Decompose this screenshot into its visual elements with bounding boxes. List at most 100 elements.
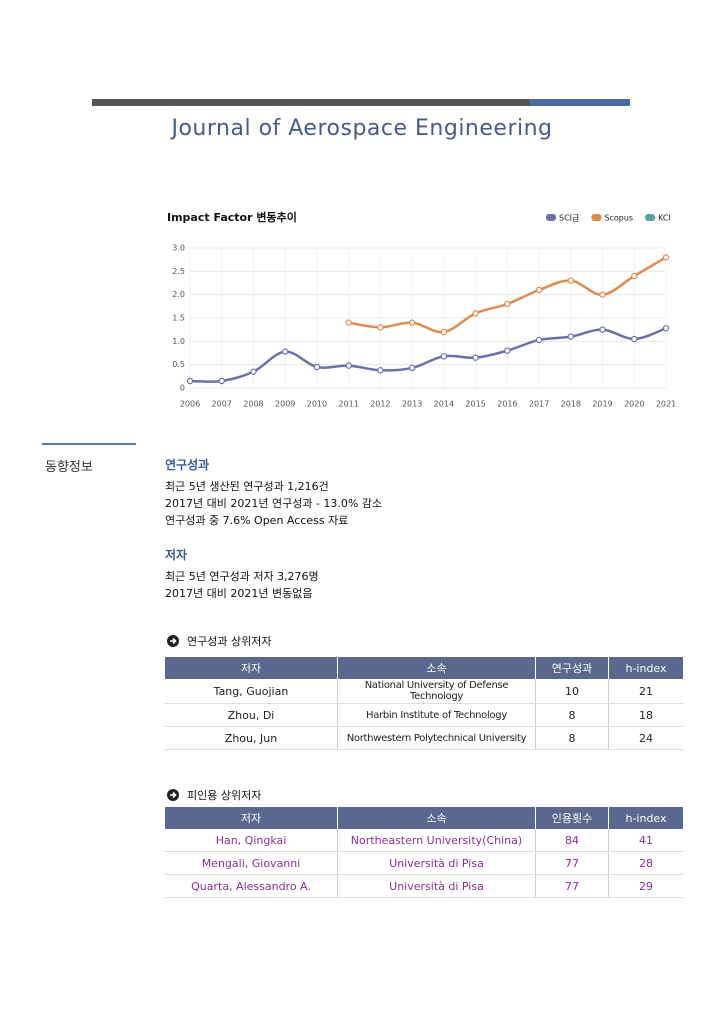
table-cell: 77 [535,874,609,898]
bullet-icon [167,635,179,647]
table-row: Zhou, Jun Northwestern Polytechnical Univ… [165,726,683,750]
data-point [662,325,670,332]
table-cell: Northwestern Polytechnical University [337,726,536,750]
data-point [599,291,606,298]
column-header: 저자 [165,657,338,679]
table-row: Zhou, Di Harbin Institute of Technology 8 1… [165,703,683,727]
data-point [504,300,511,308]
legend-swatch [591,214,602,221]
table-cell: 8 [535,703,609,727]
data-point [599,326,606,333]
x-tick-label: 2012 [370,400,390,409]
table-cell: Northeastern University(China) [337,829,536,852]
x-tick-label: 2010 [307,400,327,409]
table-header-row: 저자 소속 연구성과 h-index [165,657,683,679]
table-cell: 24 [608,726,683,750]
x-tick-label: 2021 [656,400,676,409]
x-tick-label: 2016 [497,400,517,409]
x-tick-label: 2007 [212,400,232,409]
table-cell: 84 [535,829,609,852]
data-table: 저자 소속 연구성과 h-index Tang, Guojian National Uni… [165,657,683,750]
x-tick-label: 2009 [275,400,295,409]
x-tick-label: 2008 [243,400,263,409]
legend-swatch [645,214,656,221]
section-rule [42,443,136,445]
table-cell: Harbin Institute of Technology [337,703,536,727]
data-point [313,363,321,371]
x-tick-label: 2015 [465,400,485,409]
x-tick-label: 2020 [624,400,644,409]
data-point [567,277,574,284]
y-tick-label: 0.5 [172,360,185,369]
table-cell: Han, Qingkai [165,829,338,852]
x-tick-label: 2017 [529,400,549,409]
table-row: Tang, Guojian National University of Defe… [165,679,683,704]
block-line: 최근 5년 생산된 연구성과 1,216건 [165,480,329,493]
data-point [535,286,543,294]
table-cell: Quarta, Alessandro A. [165,874,338,898]
data-table: 저자 소속 인용횟수 h-index Han, Qingkai Northeastern … [165,807,683,898]
header-bar-accent [530,99,630,106]
block-line: 연구성과 중 7.6% Open Access 자료 [165,514,349,527]
table-row: Han, Qingkai Northeastern University(Chin… [165,829,683,852]
column-header: h-index [608,807,683,829]
y-tick-label: 2.5 [172,267,185,276]
x-tick-label: 2019 [592,400,612,409]
data-point [250,368,257,375]
block-line: 2017년 대비 2021년 연구성과 - 13.0% 감소 [165,497,383,510]
x-tick-label: 2006 [180,400,200,409]
table-title: 피인용 상위저자 [187,789,262,802]
table-cell: 41 [608,829,683,852]
table-cell: Mengali, Giovanni [165,851,338,875]
data-point [662,254,670,261]
chart: Impact Factor 변동추이 0 0.5 1.0 1.5 2.0 2.5 3.0 20… [167,210,676,409]
data-point [472,310,479,317]
data-point [440,353,448,360]
y-tick-label: 2.0 [172,290,185,299]
table-cell: 29 [608,874,683,898]
data-point [631,272,638,280]
table-row: Quarta, Alessandro A. Università di Pisa 7… [165,874,683,898]
page-title: Journal of Aerospace Engineering [171,116,553,141]
table-cell: 18 [608,703,683,727]
table-cell: Zhou, Jun [165,726,338,750]
block-heading: 연구성과 [165,458,210,472]
data-point [408,319,416,326]
column-header: 저자 [165,807,338,829]
table-cell: Università di Pisa [337,851,536,875]
table-cell: 77 [535,851,609,875]
table-cell: Zhou, Di [165,703,338,727]
legend-label: KCI [658,214,671,223]
data-point [345,319,352,326]
data-point [377,367,384,374]
table-cell: National University of Defense Technolog… [337,679,536,704]
series-line [189,327,667,383]
data-point [281,348,289,355]
y-tick-label: 1.5 [172,314,185,323]
data-point [408,364,416,372]
x-tick-label: 2011 [338,400,358,409]
table-row: Mengali, Giovanni Università di Pisa 77 28 [165,851,683,875]
table-title: 연구성과 상위저자 [187,635,272,648]
block-heading: 저자 [165,548,188,562]
column-header: 인용횟수 [535,807,609,829]
data-point [345,362,352,369]
table-cell: Università di Pisa [337,874,536,898]
x-tick-label: 2018 [561,400,581,409]
chart-title: Impact Factor 변동추이 [167,210,297,224]
y-tick-label: 0 [180,384,185,393]
header-bar [92,99,532,106]
legend-label: Scopus [604,214,633,223]
table-cell: 8 [535,726,609,750]
data-point [377,324,384,331]
column-header: 소속 [337,657,536,679]
data-point [472,354,479,361]
bullet-icon [167,789,179,801]
data-point [631,335,638,343]
data-point [440,328,448,336]
data-point [567,333,574,340]
block-line: 2017년 대비 2021년 변동없음 [165,587,313,600]
data-point [504,347,511,354]
block-line: 최근 5년 연구성과 저자 3,276명 [165,570,319,583]
